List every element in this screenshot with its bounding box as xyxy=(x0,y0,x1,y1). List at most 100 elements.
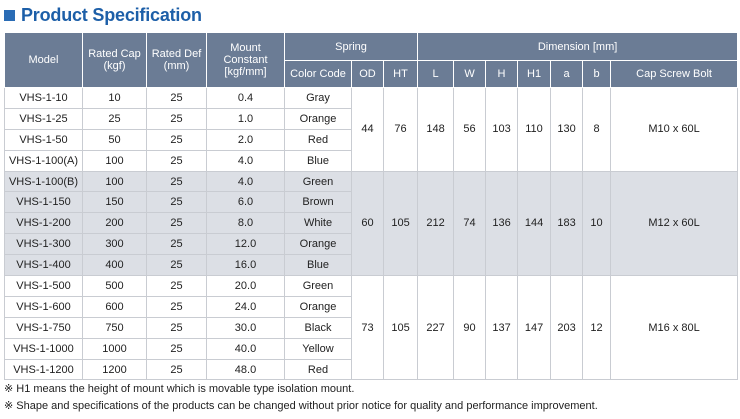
cell-h: 137 xyxy=(485,275,519,381)
cell-rated-def: 25 xyxy=(146,128,207,151)
cell-mount-constant: 40.0 xyxy=(206,337,285,360)
table-row: VHS-1-400 400 25 16.0 Blue xyxy=(4,254,738,277)
cell-ht: 105 xyxy=(382,170,419,277)
cell-rated-def: 25 xyxy=(146,107,207,130)
cell-mount-constant: 0.4 xyxy=(206,87,285,109)
cell-rated-cap: 400 xyxy=(82,254,147,277)
cell-mount-constant: 12.0 xyxy=(206,233,285,256)
header-a: a xyxy=(550,60,584,88)
cell-w: 90 xyxy=(453,275,487,381)
header-cap-screw-bolt: Cap Screw Bolt xyxy=(610,60,739,88)
cell-color-code: Green xyxy=(284,170,352,193)
header-color-code: Color Code xyxy=(284,60,352,88)
cell-color-code: Orange xyxy=(284,233,352,256)
page-title: Product Specification xyxy=(4,2,202,28)
cell-color-code: Yellow xyxy=(284,337,352,360)
cell-color-code: Black xyxy=(284,316,352,339)
notes: ※ H1 means the height of mount which is … xyxy=(4,381,598,415)
cell-model: VHS-1-750 xyxy=(4,316,83,339)
cell-rated-cap: 100 xyxy=(82,170,147,193)
cell-mount-constant: 8.0 xyxy=(206,212,285,235)
cell-model: VHS-1-50 xyxy=(4,128,83,151)
cell-mount-constant: 4.0 xyxy=(206,149,285,172)
page-title-text: Product Specification xyxy=(21,4,202,25)
cell-rated-def: 25 xyxy=(146,275,207,297)
cell-model: VHS-1-200 xyxy=(4,212,83,235)
cell-b: 12 xyxy=(582,275,612,381)
cell-rated-def: 25 xyxy=(146,295,207,318)
cell-rated-def: 25 xyxy=(146,191,207,214)
table-row: VHS-1-1000 1000 25 40.0 Yellow xyxy=(4,337,738,360)
cell-rated-cap: 100 xyxy=(82,149,147,172)
header-od: OD xyxy=(351,60,384,88)
table-row: VHS-1-150 150 25 6.0 Brown xyxy=(4,191,738,214)
cell-color-code: Orange xyxy=(284,295,352,318)
cell-rated-def: 25 xyxy=(146,316,207,339)
cell-rated-cap: 300 xyxy=(82,233,147,256)
cell-mount-constant: 30.0 xyxy=(206,316,285,339)
cell-model: VHS-1-1000 xyxy=(4,337,83,360)
cell-rated-def: 25 xyxy=(146,358,207,381)
cell-rated-cap: 1000 xyxy=(82,337,147,360)
cell-h1: 147 xyxy=(517,275,552,381)
cell-color-code: Brown xyxy=(284,191,352,214)
cell-rated-def: 25 xyxy=(146,149,207,172)
cell-rated-cap: 200 xyxy=(82,212,147,235)
table-row: VHS-1-200 200 25 8.0 White xyxy=(4,212,738,235)
cell-rated-cap: 25 xyxy=(82,107,147,130)
cell-od: 44 xyxy=(351,87,384,172)
cell-color-code: Gray xyxy=(284,87,352,109)
square-bullet-icon xyxy=(4,9,15,21)
header-w: W xyxy=(453,60,487,88)
cell-h1: 144 xyxy=(517,170,552,277)
cell-color-code: Orange xyxy=(284,107,352,130)
header-model: Model xyxy=(4,32,83,88)
cell-mount-constant: 1.0 xyxy=(206,107,285,130)
cell-mount-constant: 4.0 xyxy=(206,170,285,193)
header-ht: HT xyxy=(382,60,419,88)
header-mount-constant: Mount Constant [kgf/mm] xyxy=(206,32,285,88)
cell-model: VHS-1-1200 xyxy=(4,358,83,381)
table-row: VHS-1-750 750 25 30.0 Black xyxy=(4,316,738,339)
cell-model: VHS-1-500 xyxy=(4,275,83,297)
table-row: VHS-1-10 10 25 0.4 Gray 44 76 148 56 103 110 130 8 M1… xyxy=(4,87,739,172)
header-dimension: Dimension [mm] xyxy=(417,32,739,61)
cell-mount-constant: 20.0 xyxy=(206,275,285,297)
cell-b: 8 xyxy=(582,87,612,172)
table-row: VHS-1-25 25 25 1.0 Orange xyxy=(4,107,738,130)
cell-l: 148 xyxy=(417,87,455,172)
header-rated-def: Rated Def (mm) xyxy=(146,32,207,88)
cell-color-code: Blue xyxy=(284,149,352,172)
cell-b: 10 xyxy=(582,170,612,277)
cell-model: VHS-1-600 xyxy=(4,295,83,318)
cell-mount-constant: 6.0 xyxy=(206,191,285,214)
cell-l: 212 xyxy=(417,170,455,277)
cell-color-code: Red xyxy=(284,358,352,381)
cell-ht: 105 xyxy=(382,275,419,381)
cell-model: VHS-1-10 xyxy=(4,87,83,109)
cell-color-code: Blue xyxy=(284,254,352,277)
cell-color-code: White xyxy=(284,212,352,235)
header-rated-cap: Rated Cap (kgf) xyxy=(82,32,147,88)
cell-h: 103 xyxy=(485,87,519,172)
cell-a: 183 xyxy=(550,170,584,277)
cell-od: 73 xyxy=(351,275,384,381)
cell-model: VHS-1-400 xyxy=(4,254,83,277)
cell-rated-cap: 750 xyxy=(82,316,147,339)
cell-rated-cap: 150 xyxy=(82,191,147,214)
table-row: VHS-1-100(A) 100 25 4.0 Blue xyxy=(4,149,738,172)
cell-model: VHS-1-300 xyxy=(4,233,83,256)
cell-w: 56 xyxy=(453,87,487,172)
table-row: VHS-1-600 600 25 24.0 Orange xyxy=(4,295,738,318)
cell-rated-def: 25 xyxy=(146,170,207,193)
cell-l: 227 xyxy=(417,275,455,381)
cell-cap-screw-bolt: M10 x 60L xyxy=(610,87,739,172)
header-h1: H1 xyxy=(517,60,552,88)
spec-table: Model Rated Cap (kgf) Rated Def (mm) Mount… xyxy=(4,32,739,381)
header-spring: Spring xyxy=(283,32,419,61)
cell-mount-constant: 48.0 xyxy=(206,358,285,381)
cell-mount-constant: 2.0 xyxy=(206,128,285,151)
cell-cap-screw-bolt: M12 x 60L xyxy=(610,170,739,277)
cell-a: 203 xyxy=(550,275,584,381)
header-l: L xyxy=(417,60,455,88)
